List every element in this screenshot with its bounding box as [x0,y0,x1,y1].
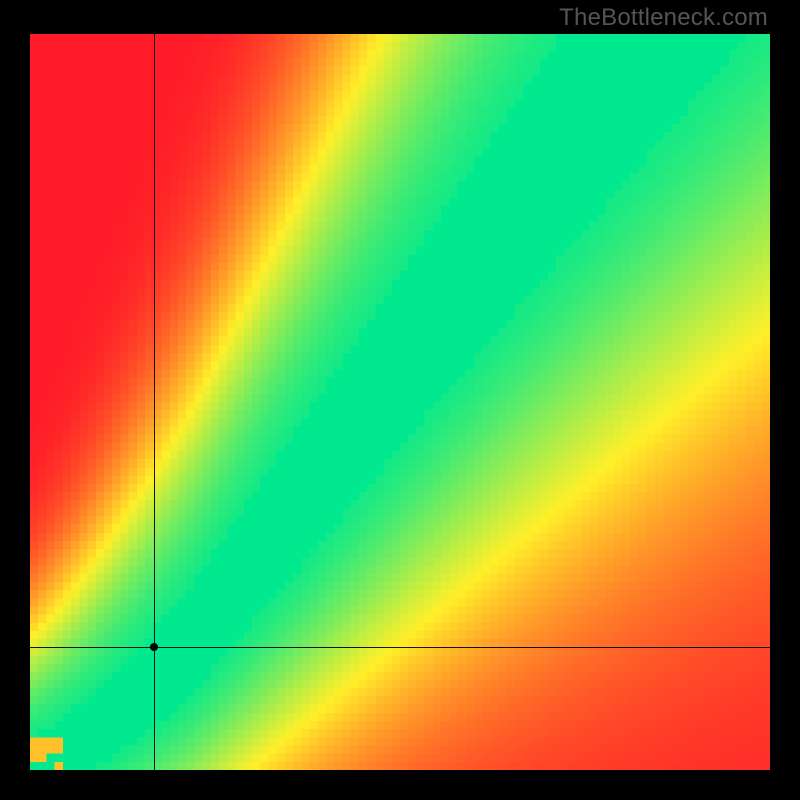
plot-area [30,34,770,770]
crosshair-horizontal [30,647,770,648]
watermark-text: TheBottleneck.com [559,4,768,32]
bottleneck-heatmap [30,34,770,770]
crosshair-vertical [154,34,155,770]
crosshair-marker [150,643,158,651]
